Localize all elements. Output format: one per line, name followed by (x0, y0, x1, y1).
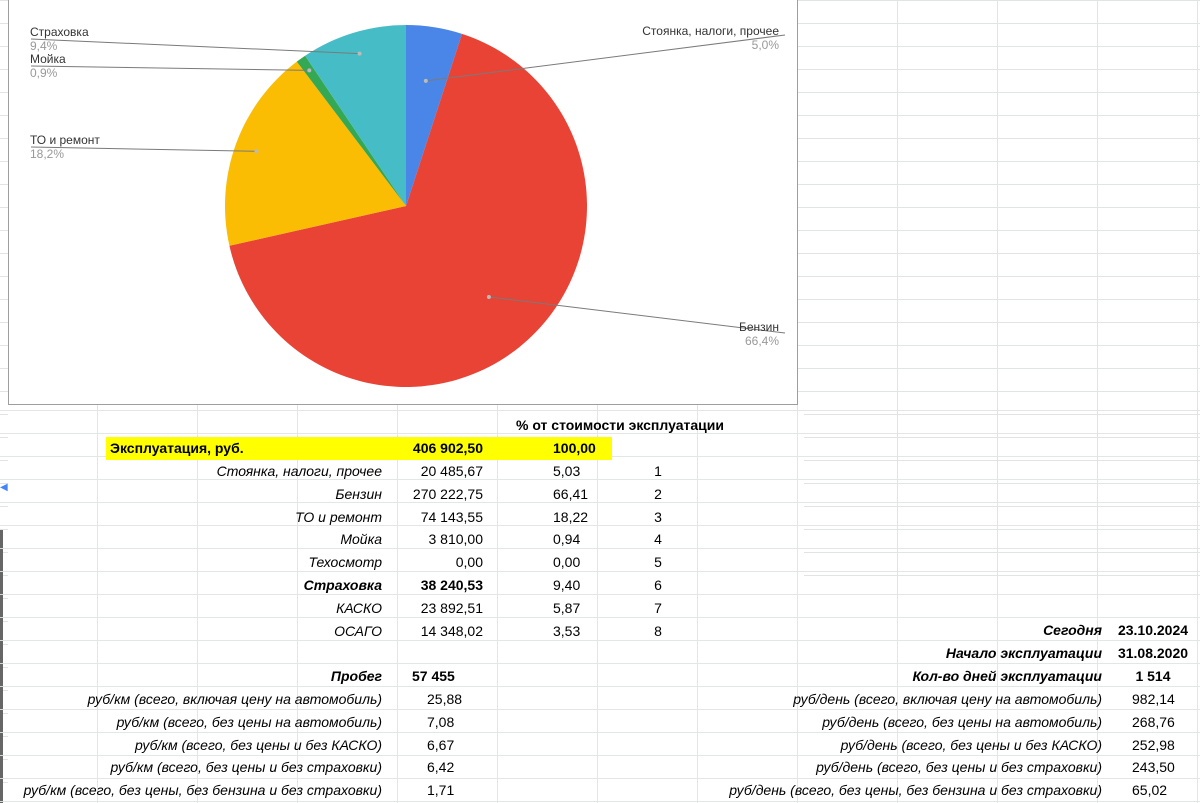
label-stoyanka-name: Стоянка, налоги, прочее (642, 24, 779, 38)
label-moika-pct: 0,9% (30, 66, 58, 80)
pie-slice-1[interactable] (229, 33, 588, 388)
pie-slice-3[interactable] (296, 55, 406, 207)
per-km-label[interactable]: руб/км (всего, без цены и без страховки) (110, 759, 383, 776)
row-value[interactable]: 14 348,02 (420, 622, 483, 639)
label-benzin: Бензин 66,4% (739, 320, 779, 348)
leader-dot-2 (254, 149, 259, 154)
row-pct[interactable]: 18,22 (553, 508, 589, 525)
label-moika-name: Мойка (30, 52, 66, 66)
label-to-remont-name: ТО и ремонт (30, 133, 100, 147)
total-value[interactable]: 406 902,50 (386, 437, 513, 460)
label-stoyanka-pct: 5,0% (751, 38, 779, 52)
today-label[interactable]: Сегодня (1043, 622, 1102, 638)
pie-chart[interactable]: Страховка 9,4% Мойка 0,9% ТО и ремонт 18… (8, 0, 798, 405)
mileage-label[interactable]: Пробег (330, 668, 382, 684)
row-value[interactable]: 74 143,55 (420, 508, 483, 525)
per-km-value[interactable]: 7,08 (427, 713, 455, 730)
today-value[interactable]: 23.10.2024 (1117, 622, 1189, 638)
per-km-label[interactable]: руб/км (всего, без цены на автомобиль) (116, 713, 382, 730)
row-number[interactable]: 3 (654, 508, 662, 525)
per-day-value[interactable]: 65,02 (1132, 782, 1168, 799)
per-km-value[interactable]: 1,71 (427, 782, 455, 799)
per-day-value[interactable]: 243,50 (1132, 759, 1175, 776)
row-number[interactable]: 4 (654, 531, 662, 548)
label-to-remont-pct: 18,2% (30, 147, 65, 161)
leader-dot-3 (307, 68, 312, 73)
row-label[interactable]: ОСАГО (334, 622, 382, 639)
per-km-value[interactable]: 6,42 (427, 759, 455, 776)
row-number[interactable]: 8 (654, 622, 662, 639)
row-label[interactable]: ТО и ремонт (295, 508, 382, 525)
leader-line-0 (425, 34, 786, 82)
leader-line-4 (30, 38, 360, 55)
row-value[interactable]: 0,00 (455, 554, 483, 571)
days-value[interactable]: 1 514 (1135, 668, 1171, 684)
row-pct[interactable]: 5,03 (553, 463, 581, 479)
leader-line-3 (30, 65, 310, 71)
row-value[interactable]: 23 892,51 (420, 599, 483, 616)
label-benzin-pct: 66,4% (744, 334, 779, 348)
per-km-label[interactable]: руб/км (всего, без цены и без КАСКО) (135, 736, 382, 753)
pct-header: % от стоимости эксплуатации (516, 417, 724, 433)
row-label[interactable]: Бензин (335, 485, 382, 502)
label-benzin-name: Бензин (738, 320, 779, 334)
per-km-value[interactable]: 6,67 (427, 736, 455, 753)
label-strakhovka: Страховка 9,4% (30, 25, 89, 53)
row-value[interactable]: 270 222,75 (412, 485, 483, 502)
label-strakhovka-pct: 9,4% (30, 39, 58, 53)
pie-slice-4[interactable] (305, 25, 406, 206)
per-day-label[interactable]: руб/день (всего, без цены и без страховк… (816, 759, 1102, 776)
row-label[interactable]: КАСКО (336, 599, 382, 616)
label-to-remont: ТО и ремонт 18,2% (30, 133, 100, 161)
start-label[interactable]: Начало эксплуатации (945, 645, 1102, 661)
mileage-value[interactable]: 57 455 (412, 668, 455, 684)
per-day-value[interactable]: 252,98 (1132, 736, 1175, 753)
label-moika: Мойка 0,9% (30, 52, 66, 80)
per-day-value[interactable]: 982,14 (1132, 691, 1175, 707)
per-day-label[interactable]: руб/день (всего, без цены на автомобиль) (822, 713, 1102, 730)
row-number[interactable]: 7 (654, 599, 662, 616)
row-pct[interactable]: 9,40 (553, 577, 581, 593)
per-day-label[interactable]: руб/день (всего, включая цену на автомоб… (793, 691, 1102, 707)
pie-slice-2[interactable] (225, 61, 406, 246)
row-pct[interactable]: 66,41 (553, 485, 589, 502)
leader-dot-1 (486, 294, 491, 299)
row-label[interactable]: Мойка (340, 531, 382, 548)
days-label[interactable]: Кол-во дней эксплуатации (912, 668, 1102, 684)
table-grid (0, 410, 1200, 803)
row-number[interactable]: 2 (654, 485, 662, 502)
row-label[interactable]: Техосмотр (308, 554, 382, 571)
start-value[interactable]: 31.08.2020 (1117, 645, 1189, 661)
row-number[interactable]: 1 (654, 463, 662, 479)
per-day-value[interactable]: 268,76 (1132, 713, 1175, 730)
leader-line-2 (30, 146, 257, 152)
pie-slice-0[interactable] (406, 25, 462, 206)
leader-dot-0 (423, 78, 428, 83)
row-pct[interactable]: 5,87 (553, 599, 581, 616)
total-label[interactable]: Эксплуатация, руб. (106, 437, 386, 460)
per-km-label[interactable]: руб/км (всего, включая цену на автомобил… (87, 691, 382, 707)
row-pct[interactable]: 0,94 (553, 531, 581, 548)
leader-line-1 (488, 296, 786, 334)
per-km-label[interactable]: руб/км (всего, без цены, без бензина и б… (23, 782, 382, 799)
row-pct[interactable]: 3,53 (553, 622, 581, 639)
leader-dot-4 (357, 51, 362, 56)
row-value[interactable]: 3 810,00 (428, 531, 484, 548)
label-strakhovka-name: Страховка (30, 25, 89, 39)
row-label[interactable]: Стоянка, налоги, прочее (216, 463, 382, 479)
pie-chart-svg (30, 25, 786, 388)
row-number[interactable]: 5 (654, 554, 662, 571)
per-day-label[interactable]: руб/день (всего, без цены и без КАСКО) (840, 736, 1102, 753)
total-pct[interactable]: 100,00 (513, 437, 612, 460)
row-pct[interactable]: 0,00 (553, 554, 581, 571)
row-number[interactable]: 6 (654, 577, 662, 593)
row-label[interactable]: Страховка (303, 577, 382, 593)
per-day-label[interactable]: руб/день (всего, без цены, без бензина и… (729, 782, 1102, 799)
label-stoyanka: Стоянка, налоги, прочее 5,0% (642, 24, 779, 52)
per-km-value[interactable]: 25,88 (427, 691, 463, 707)
row-value[interactable]: 20 485,67 (420, 463, 483, 479)
row-value[interactable]: 38 240,53 (420, 577, 483, 593)
